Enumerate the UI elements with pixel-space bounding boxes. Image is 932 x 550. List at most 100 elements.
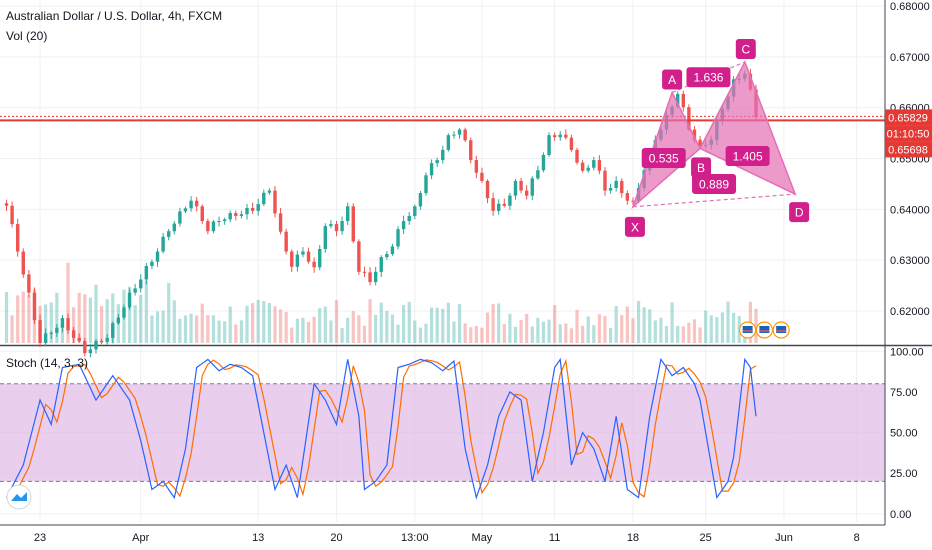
candle-body[interactable] <box>441 149 445 161</box>
candle-body[interactable] <box>27 274 31 293</box>
candle-body[interactable] <box>586 167 590 171</box>
candle-body[interactable] <box>552 135 557 138</box>
ratio-label-box[interactable] <box>692 173 737 194</box>
candle-body[interactable] <box>172 223 176 232</box>
candle-body[interactable] <box>357 241 361 272</box>
candle-body[interactable] <box>362 271 367 273</box>
candle-body[interactable] <box>575 149 579 163</box>
candle-body[interactable] <box>167 231 171 237</box>
candle-body[interactable] <box>133 288 137 293</box>
chart-title[interactable]: Australian Dollar / U.S. Dollar, 4h, FXC… <box>6 9 223 23</box>
price-axis[interactable]: 0.680000.670000.660000.650000.640000.630… <box>884 0 932 525</box>
candle-body[interactable] <box>564 134 568 138</box>
candle-body[interactable] <box>687 107 691 130</box>
time-axis[interactable]: 23 Apr 13 20 13:00 May 11 18 25 Jun 8 <box>0 524 885 544</box>
candle-body[interactable] <box>150 261 154 267</box>
pivot-label[interactable]: D <box>795 206 804 220</box>
ratio-label[interactable]: 0.535 <box>649 152 679 166</box>
line-price-tag[interactable]: 0.65698 <box>888 144 928 156</box>
candle-body[interactable] <box>345 206 350 222</box>
candle-body[interactable] <box>211 221 216 232</box>
candle-body[interactable] <box>524 190 529 196</box>
candle-body[interactable] <box>631 200 635 202</box>
candle-body[interactable] <box>323 226 328 249</box>
candle-body[interactable] <box>508 195 512 206</box>
candle-body[interactable] <box>228 213 232 220</box>
pivot-label-box[interactable] <box>691 157 712 178</box>
candle-body[interactable] <box>245 208 249 215</box>
harmonic-pattern[interactable]: 1.636 0.535 1.405 0.889 X A B C D <box>624 38 810 237</box>
candle-body[interactable] <box>334 224 339 232</box>
candle-body[interactable] <box>519 180 523 191</box>
candle-body[interactable] <box>580 162 585 171</box>
candle-body[interactable] <box>418 193 423 207</box>
candle-body[interactable] <box>513 180 518 196</box>
candle-body[interactable] <box>469 140 473 161</box>
candle-body[interactable] <box>144 266 149 280</box>
candle-body[interactable] <box>71 330 76 338</box>
candle-body[interactable] <box>413 206 417 216</box>
candle-body[interactable] <box>267 190 272 193</box>
candle-body[interactable] <box>608 188 613 191</box>
candle-body[interactable] <box>161 236 165 252</box>
candle-body[interactable] <box>10 205 14 225</box>
candle-body[interactable] <box>530 178 534 196</box>
candle-body[interactable] <box>340 221 344 232</box>
candle-body[interactable] <box>43 333 48 343</box>
candle-body[interactable] <box>681 94 685 108</box>
event-markers[interactable] <box>739 321 790 339</box>
candle-body[interactable] <box>32 292 37 321</box>
candle-body[interactable] <box>273 190 277 214</box>
candle-body[interactable] <box>127 292 132 308</box>
candle-body[interactable] <box>547 135 551 155</box>
candle-body[interactable] <box>4 203 9 206</box>
pivot-label[interactable]: X <box>631 220 639 234</box>
candle-body[interactable] <box>189 200 193 209</box>
pivot-label[interactable]: C <box>741 42 750 56</box>
candle-body[interactable] <box>217 221 221 223</box>
candle-body[interactable] <box>497 203 501 211</box>
candle-body[interactable] <box>480 172 484 181</box>
stoch-legend[interactable]: Stoch (14, 3, 3) <box>6 356 89 370</box>
candle-body[interactable] <box>368 272 372 283</box>
candle-body[interactable] <box>620 180 624 194</box>
pivot-label-box[interactable] <box>624 216 645 237</box>
candle-body[interactable] <box>435 160 439 164</box>
current-price-tag[interactable]: 0.65829 <box>888 112 928 124</box>
candle-body[interactable] <box>692 129 697 140</box>
candle-body[interactable] <box>295 254 300 267</box>
candle-body[interactable] <box>278 213 283 232</box>
candle-body[interactable] <box>200 206 204 222</box>
candle-body[interactable] <box>55 327 59 333</box>
candle-body[interactable] <box>396 229 400 247</box>
candle-body[interactable] <box>116 317 121 324</box>
candle-body[interactable] <box>105 337 109 342</box>
candle-body[interactable] <box>614 180 618 189</box>
candle-body[interactable] <box>312 261 316 268</box>
candle-body[interactable] <box>111 323 115 338</box>
tradingview-logo-icon[interactable] <box>6 484 32 510</box>
candle-body[interactable] <box>569 137 574 150</box>
candle-body[interactable] <box>675 94 680 107</box>
volume-legend[interactable]: Vol (20) <box>6 29 48 43</box>
candle-body[interactable] <box>99 340 104 342</box>
candle-body[interactable] <box>88 349 93 354</box>
candle-body[interactable] <box>15 224 20 252</box>
pivot-label-box[interactable] <box>789 202 810 223</box>
pivot-label-box[interactable] <box>735 38 756 59</box>
candle-body[interactable] <box>379 257 383 272</box>
candle-body[interactable] <box>463 129 467 141</box>
countdown-tag[interactable]: 01:10:50 <box>887 128 930 140</box>
candle-body[interactable] <box>66 318 70 331</box>
ratio-label[interactable]: 0.889 <box>699 177 729 191</box>
candle-body[interactable] <box>306 251 311 262</box>
candle-body[interactable] <box>536 170 540 179</box>
candle-body[interactable] <box>429 163 434 176</box>
candle-body[interactable] <box>385 254 389 258</box>
candle-body[interactable] <box>407 215 411 222</box>
candle-body[interactable] <box>183 208 188 212</box>
candle-body[interactable] <box>373 271 378 283</box>
pivot-label-box[interactable] <box>662 69 683 90</box>
candle-body[interactable] <box>502 203 507 206</box>
